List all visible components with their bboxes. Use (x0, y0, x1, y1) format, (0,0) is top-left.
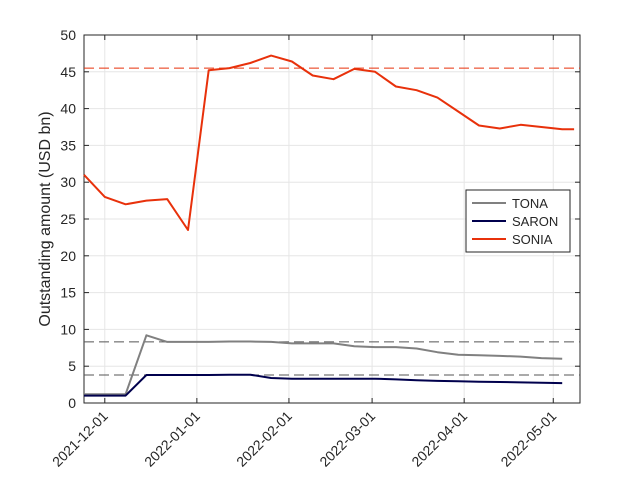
legend-label-tona: TONA (512, 196, 548, 211)
y-tick-label: 30 (60, 174, 76, 190)
y-tick-label: 15 (60, 285, 76, 301)
x-tick-label: 2022-02-01 (233, 408, 295, 470)
y-tick-label: 45 (60, 64, 76, 80)
y-tick-label: 50 (60, 27, 76, 43)
series-line-sonia (83, 54, 575, 231)
series-line-saron (84, 373, 563, 397)
x-tick-label: 2022-04-01 (408, 408, 470, 470)
y-tick-label: 5 (68, 358, 76, 374)
y-tick-label: 35 (60, 137, 76, 153)
legend-label-sonia: SONIA (512, 232, 553, 247)
y-tick-label: 10 (60, 321, 76, 337)
legend: TONA SARON SONIA (465, 189, 571, 253)
y-tick-label: 0 (68, 395, 76, 411)
legend-label-saron: SARON (512, 214, 558, 229)
y-tick-label: 25 (60, 211, 76, 227)
x-tick-label: 2022-03-01 (316, 408, 378, 470)
y-tick-label: 20 (60, 248, 76, 264)
y-tick-label: 40 (60, 101, 76, 117)
y-axis-ticks: 0 5 10 15 20 25 30 35 40 45 50 (60, 27, 580, 411)
x-tick-label: 2022-05-01 (497, 408, 559, 470)
series-lines (83, 54, 575, 397)
x-tick-label: 2022-01-01 (141, 408, 203, 470)
series-line-tona (84, 334, 563, 396)
x-tick-label: 2021-12-01 (49, 408, 111, 470)
y-axis-label: Outstanding amount (USD bn) (37, 111, 54, 326)
